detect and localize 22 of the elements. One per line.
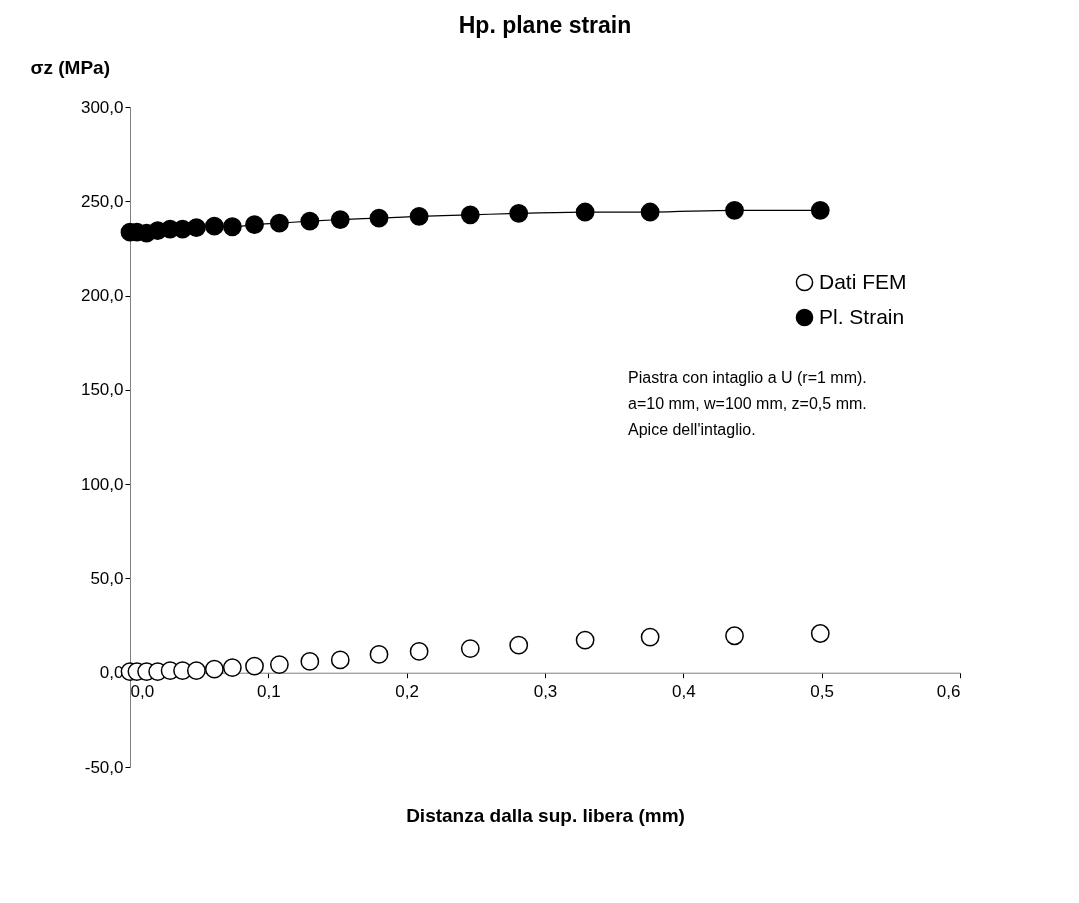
x-tick-label: 0,2 [395, 682, 419, 702]
annotation: Apice dell'intaglio. [628, 420, 756, 438]
legend-label: Pl. Strain [819, 304, 905, 328]
annotation: a=10 mm, w=100 mm, z=0,5 mm. [628, 394, 867, 412]
legend-label: Dati FEM [819, 269, 907, 293]
annotation: Piastra con intaglio a U (r=1 mm). [628, 368, 867, 386]
x-tick-label: 0,1 [257, 682, 281, 702]
chart-title: Hp. plane strain [458, 12, 632, 38]
x-axis-title: Distanza dalla sup. libera (mm) [406, 804, 685, 826]
y-tick-label: 150,0 [80, 380, 124, 400]
y-axis-title: σz (MPa) [30, 56, 110, 78]
y-tick-label: 250,0 [80, 191, 124, 211]
y-tick-label: 300,0 [80, 97, 124, 117]
x-tick-label: 0,0 [130, 682, 155, 702]
y-tick-label: -50,0 [84, 757, 124, 777]
x-tick-label: 0,6 [936, 682, 961, 702]
x-tick-label: 0,4 [672, 682, 696, 702]
y-tick-label: 200,0 [80, 286, 124, 306]
y-tick-label: 50,0 [90, 568, 124, 588]
y-tick-label: 100,0 [80, 474, 124, 494]
x-tick-label: 0,5 [810, 682, 834, 702]
x-tick-label: 0,3 [533, 682, 558, 702]
